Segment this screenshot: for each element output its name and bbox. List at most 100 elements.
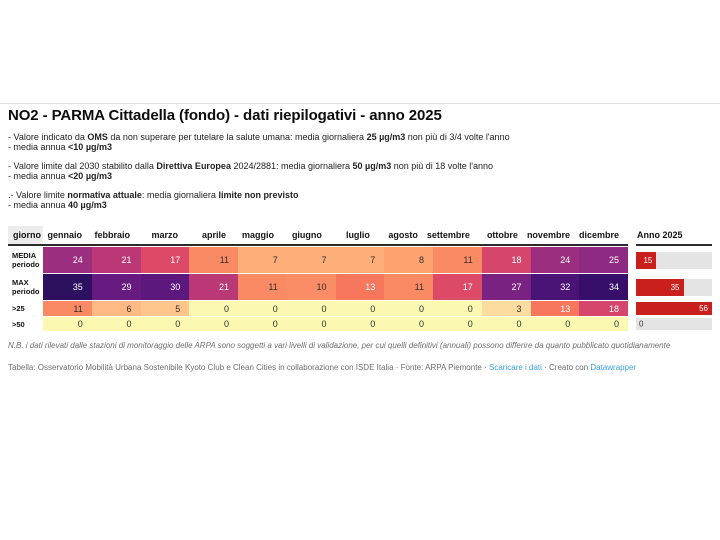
anno-bar: 15 (636, 251, 657, 269)
note-paragraph-3: .- Valore limite normativa attuale: medi… (8, 190, 712, 210)
note-segment: limite non previsto (218, 190, 299, 200)
note-line: .- Valore limite normativa attuale: medi… (8, 190, 712, 200)
row-label-media-periodo: MEDIA periodo (8, 247, 43, 273)
row-spacer (628, 317, 636, 331)
cell-aprile: 21 (189, 274, 238, 300)
cell-ottobre: 18 (481, 247, 531, 273)
cell-giugno: 7 (286, 247, 336, 273)
row-label-line: MAX (12, 278, 29, 287)
note-paragraph-1: - Valore indicato da OMS da non superare… (8, 132, 712, 152)
cell-dicembre: 0 (579, 317, 628, 331)
column-header-agosto: agosto (378, 226, 427, 246)
cell-agosto: 0 (384, 301, 433, 316)
row-label--50: >50 (8, 317, 43, 331)
table-row--25: >25 11 6 5 0 0 0 0 0 0 3 13 18 56 (8, 301, 712, 316)
note-segment: 40 µg/m3 (68, 200, 107, 210)
footnote: N.B. i dati rilevati dalle stazioni di m… (8, 341, 671, 350)
note-segment: - Valore limite dal 2030 stabilito dalla (8, 161, 157, 171)
cell-gennaio: 11 (43, 301, 92, 316)
column-header-novembre: novembre (526, 226, 579, 246)
cell-febbraio: 29 (91, 274, 141, 300)
note-segment: 2024/2881: media giornaliera (230, 161, 353, 171)
note-segment: .- Valore limite (8, 190, 68, 200)
anno-bar-track: 15 (636, 251, 712, 269)
note-segment: non più di 18 volte l'anno (391, 161, 494, 171)
cell-anno-2025: 56 (636, 301, 712, 316)
row-label-line: >25 (12, 304, 25, 313)
note-paragraph-2: - Valore limite dal 2030 stabilito dalla… (8, 161, 712, 181)
cell-novembre: 13 (530, 301, 580, 316)
row-spacer (628, 274, 636, 300)
column-header-aprile: aprile (186, 226, 235, 246)
cell-luglio: 13 (335, 274, 385, 300)
column-header-gennaio: gennaio (43, 226, 91, 246)
note-line: - media annua 40 µg/m3 (8, 200, 712, 210)
cell-settembre: 0 (433, 301, 482, 316)
cell-gennaio: 24 (43, 247, 92, 273)
column-header-giugno: giugno (282, 226, 331, 246)
column-header-maggio: maggio (234, 226, 283, 246)
note-line: - media annua <20 µg/m3 (8, 171, 712, 181)
row-label--25: >25 (8, 301, 43, 316)
cell-settembre: 17 (433, 274, 482, 300)
credits-link-datawrapper[interactable]: Datawrapper (590, 363, 637, 372)
cell-agosto: 8 (384, 247, 433, 273)
cell-aprile: 0 (189, 317, 238, 331)
note-segment: - media annua (8, 200, 69, 210)
limit-notes: - Valore indicato da OMS da non superare… (8, 132, 712, 210)
cell-agosto: 11 (384, 274, 433, 300)
cell-dicembre: 25 (579, 247, 628, 273)
note-segment: Direttiva Europea (156, 161, 231, 171)
cell-maggio: 0 (238, 317, 287, 331)
cell-settembre: 0 (433, 317, 482, 331)
cell-anno-2025: 35 (636, 274, 712, 300)
note-segment: 25 µg/m3 (366, 132, 406, 142)
cell-aprile: 11 (189, 247, 238, 273)
column-header-giorno: giorno (8, 226, 43, 246)
cell-giugno: 0 (286, 301, 336, 316)
chart-title: NO2 - PARMA Cittadella (fondo) - dati ri… (8, 107, 442, 124)
table-header-row: giorno gennaio febbraio marzo aprile maggio gi… (8, 226, 712, 246)
table-row--50: >50 0 0 0 0 0 0 0 0 0 0 0 0 0 (8, 317, 712, 331)
note-line: - Valore limite dal 2030 stabilito dalla… (8, 161, 712, 171)
cell-dicembre: 34 (579, 274, 628, 300)
note-segment: <10 µg/m3 (68, 142, 113, 152)
note-segment: da non superare per tutelare la salute u… (107, 132, 367, 142)
cell-settembre: 11 (433, 247, 482, 273)
chart-container: NO2 - PARMA Cittadella (fondo) - dati ri… (8, 104, 712, 372)
cell-anno-2025: 15 (636, 247, 712, 273)
column-header-dicembre: dicembre (578, 226, 628, 246)
cell-maggio: 0 (238, 301, 287, 316)
cell-luglio: 7 (335, 247, 385, 273)
note-segment: - media annua (8, 171, 69, 181)
anno-bar-zero-label: 0 (639, 319, 644, 329)
cell-luglio: 0 (335, 317, 385, 331)
table-row-max-periodo: MAX periodo 35 29 30 21 11 10 13 11 17 27 32 34 35 (8, 274, 712, 300)
note-segment: <20 µg/m3 (68, 171, 113, 181)
cell-novembre: 24 (530, 247, 580, 273)
row-label-line: >50 (12, 319, 25, 329)
credits-text: Tabella: Osservatorio Mobilità Urbana So… (8, 363, 489, 372)
column-header-luglio: luglio (330, 226, 379, 246)
row-label-max-periodo: MAX periodo (8, 274, 43, 300)
note-segment: non più di 3/4 volte l'anno (405, 132, 510, 142)
cell-giugno: 0 (286, 317, 336, 331)
cell-gennaio: 35 (43, 274, 92, 300)
row-spacer (628, 247, 636, 273)
cell-maggio: 7 (238, 247, 287, 273)
cell-novembre: 0 (530, 317, 580, 331)
cell-marzo: 0 (140, 317, 190, 331)
note-segment: - media annua (8, 142, 69, 152)
cell-gennaio: 0 (43, 317, 92, 331)
row-spacer (628, 301, 636, 316)
table-row-media-periodo: MEDIA periodo 24 21 17 11 7 7 7 8 11 18 24 25 15 (8, 247, 712, 273)
row-label-line: periodo (12, 287, 40, 296)
note-segment: OMS (87, 132, 108, 142)
cell-marzo: 17 (140, 247, 190, 273)
top-divider (0, 103, 720, 104)
cell-ottobre: 27 (481, 274, 531, 300)
credits-link-scaricare-i-dati[interactable]: Scaricare i dati (488, 363, 542, 372)
anno-bar-track: 56 (636, 302, 712, 315)
cell-anno-2025: 0 (636, 317, 712, 331)
column-header-anno-2025: Anno 2025 (635, 226, 712, 246)
